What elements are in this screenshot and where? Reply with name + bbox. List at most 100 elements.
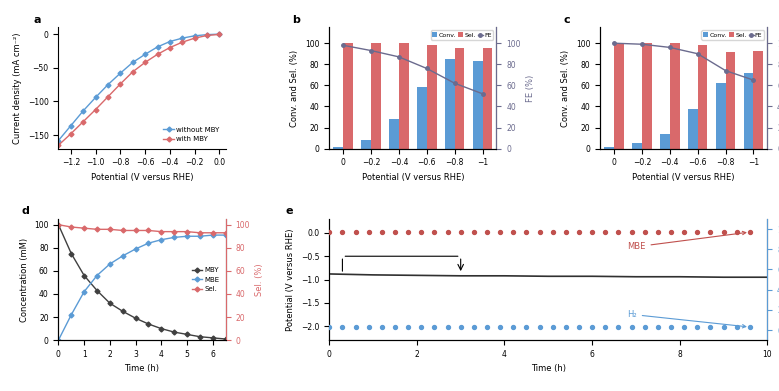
Sel. — [144, 228, 153, 233]
Point — [415, 229, 428, 235]
Line: MBY: MBY — [57, 223, 227, 341]
with MBY — [165, 45, 174, 50]
Line: without MBY: without MBY — [57, 32, 221, 142]
MBY — [170, 330, 179, 334]
with MBY — [203, 33, 212, 38]
Bar — [390, 119, 399, 149]
Point — [442, 229, 454, 235]
FE — [637, 42, 647, 47]
Bar — [670, 43, 679, 149]
Line: MBE: MBE — [57, 233, 227, 342]
X-axis label: Potential (V versus RHE): Potential (V versus RHE) — [91, 173, 193, 182]
MBY — [131, 316, 140, 321]
MBE — [105, 262, 115, 266]
Point — [402, 324, 414, 330]
FE — [749, 78, 758, 83]
Sel. — [131, 228, 140, 233]
MBY — [208, 335, 217, 340]
Sel. — [221, 230, 231, 235]
with MBY — [115, 82, 125, 86]
Point — [717, 229, 730, 235]
FE — [339, 43, 348, 48]
Bar — [744, 73, 753, 149]
Bar — [753, 50, 763, 149]
X-axis label: Potential (V versus RHE): Potential (V versus RHE) — [633, 173, 735, 182]
Point — [323, 324, 336, 330]
Bar — [333, 147, 344, 149]
Bar — [399, 43, 409, 149]
Point — [639, 229, 651, 235]
Line: Sel.: Sel. — [57, 223, 227, 235]
MBE — [79, 289, 89, 294]
with MBY — [178, 40, 187, 45]
Point — [573, 229, 585, 235]
Bar — [633, 143, 642, 149]
FE — [665, 45, 675, 50]
without MBY — [140, 52, 150, 57]
FE — [609, 41, 619, 45]
Point — [389, 229, 401, 235]
MBE — [144, 241, 153, 246]
Point — [612, 324, 625, 330]
MBY — [105, 301, 115, 306]
Bar — [344, 43, 353, 149]
Line: FE: FE — [341, 43, 485, 95]
without MBY — [165, 39, 174, 44]
Bar — [445, 59, 455, 149]
Point — [494, 229, 506, 235]
MBE — [131, 247, 140, 251]
Bar — [361, 140, 371, 149]
with MBY — [54, 143, 63, 147]
Y-axis label: Concentration (mM): Concentration (mM) — [19, 237, 29, 322]
without MBY — [91, 95, 100, 100]
Point — [494, 324, 506, 330]
MBE — [170, 235, 179, 240]
MBY — [67, 251, 76, 256]
Bar — [417, 88, 427, 149]
Sel. — [118, 228, 128, 233]
Point — [678, 324, 690, 330]
MBE — [221, 233, 231, 237]
MBE — [118, 253, 128, 258]
Point — [704, 324, 717, 330]
FE — [450, 81, 460, 86]
Bar — [660, 134, 670, 149]
Sel. — [79, 226, 89, 231]
without MBY — [66, 124, 76, 128]
without MBY — [54, 138, 63, 143]
Point — [744, 229, 756, 235]
without MBY — [153, 45, 162, 49]
Point — [691, 324, 703, 330]
Y-axis label: Potential (V versus RHE): Potential (V versus RHE) — [287, 228, 295, 331]
Point — [599, 229, 612, 235]
Text: b: b — [292, 14, 301, 25]
Legend: Conv., Sel., FE: Conv., Sel., FE — [431, 30, 493, 39]
Point — [520, 324, 533, 330]
Point — [454, 324, 467, 330]
Line: with MBY: with MBY — [57, 33, 221, 147]
Point — [481, 324, 493, 330]
Bar — [473, 61, 482, 149]
Point — [717, 324, 730, 330]
Text: a: a — [33, 14, 41, 25]
Y-axis label: FE (%): FE (%) — [527, 74, 535, 102]
with MBY — [79, 119, 88, 124]
Bar — [642, 43, 652, 149]
Y-axis label: Sel. (%): Sel. (%) — [256, 263, 264, 296]
X-axis label: Time (h): Time (h) — [125, 364, 160, 373]
Bar — [427, 45, 436, 149]
Legend: Conv., Sel., FE: Conv., Sel., FE — [701, 30, 764, 39]
Legend: without MBY, with MBY: without MBY, with MBY — [160, 124, 222, 145]
Point — [573, 324, 585, 330]
Sel. — [157, 229, 166, 234]
with MBY — [66, 131, 76, 136]
Point — [349, 324, 361, 330]
MBY — [144, 322, 153, 326]
Point — [586, 229, 598, 235]
Line: FE: FE — [612, 41, 755, 82]
Legend: MBY, MBE, Sel.: MBY, MBE, Sel. — [189, 264, 222, 295]
Point — [651, 229, 664, 235]
Text: d: d — [22, 206, 30, 216]
Point — [402, 229, 414, 235]
Point — [415, 324, 428, 330]
